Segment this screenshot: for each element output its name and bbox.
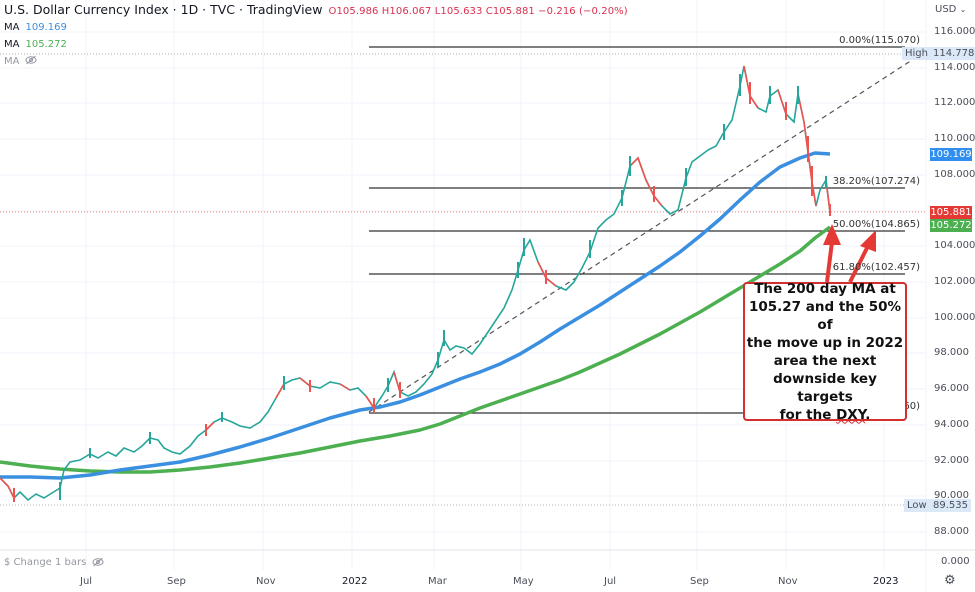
- low-label-tag: Low: [904, 499, 930, 512]
- fib-label-50: 50.00%(104.865): [832, 219, 920, 230]
- price-axis-label: 114.000: [934, 62, 975, 73]
- eye-off-icon[interactable]: [25, 55, 37, 68]
- time-axis-label: Sep: [690, 576, 709, 587]
- fib-label-100: 660): [897, 401, 920, 412]
- indicator-label: MA: [4, 56, 20, 67]
- time-axis-label: May: [513, 576, 534, 587]
- fib-label-38: 38.20%(107.274): [832, 176, 920, 187]
- currency-label: USD: [935, 4, 957, 15]
- gear-icon[interactable]: ⚙: [944, 573, 956, 588]
- price-axis-label: 110.000: [934, 133, 975, 144]
- fib-label-0: 0.00%(115.070): [839, 35, 920, 46]
- time-axis-label: 2023: [873, 576, 899, 587]
- change-indicator-legend[interactable]: $ Change 1 bars: [4, 557, 104, 570]
- eye-off-icon[interactable]: [92, 557, 104, 570]
- chevron-down-icon: ⌄: [959, 5, 967, 14]
- indicator-value: 109.169: [25, 22, 67, 33]
- price-axis-label: 0.000: [941, 556, 970, 567]
- candles: [0, 65, 831, 502]
- indicator-ma-200[interactable]: MA 105.272: [4, 38, 628, 51]
- time-axis-label: 2022: [342, 576, 368, 587]
- high-label-tag: High: [902, 47, 931, 60]
- ma-100-price-tag: 109.169: [930, 148, 972, 161]
- price-axis-label: 108.000: [934, 169, 975, 180]
- indicator-label: MA: [4, 22, 20, 33]
- time-axis-label: Nov: [778, 576, 798, 587]
- price-axis-label: 102.000: [934, 276, 975, 287]
- price-axis-label: 94.000: [934, 419, 969, 430]
- price-axis-label: 88.000: [934, 526, 969, 537]
- price-axis-label: 96.000: [934, 383, 969, 394]
- indicator-value: 105.272: [25, 39, 67, 50]
- chart-legend: U.S. Dollar Currency Index · 1D · TVC · …: [4, 2, 628, 68]
- price-axis-label: 92.000: [934, 455, 969, 466]
- fib-lines: [369, 46, 905, 414]
- time-axis-label: Jul: [604, 576, 617, 587]
- annotation-box[interactable]: The 200 day MA at 105.27 and the 50% of …: [743, 280, 907, 423]
- ohlc-values: O105.986 H106.067 L105.633 C105.881 −0.2…: [328, 6, 628, 17]
- time-axis-label: Sep: [167, 576, 186, 587]
- indicator-label: MA: [4, 39, 20, 50]
- high-value-tag: 114.778: [930, 47, 975, 60]
- symbol-title[interactable]: U.S. Dollar Currency Index · 1D · TVC · …: [4, 2, 323, 17]
- currency-selector[interactable]: USD ⌄: [935, 4, 966, 15]
- indicator-ma-100[interactable]: MA 109.169: [4, 21, 628, 34]
- change-indicator-label: $ Change 1 bars: [4, 557, 87, 568]
- low-value-tag: 89.535: [930, 499, 971, 512]
- time-axis-label: Jul: [80, 576, 93, 587]
- last-price-tag: 105.881: [930, 206, 972, 219]
- price-axis-label: 98.000: [934, 347, 969, 358]
- price-axis-label: 104.000: [934, 240, 975, 251]
- time-axis-label: Mar: [428, 576, 447, 587]
- fib-label-61: 61.80%(102.457): [832, 262, 920, 273]
- ma-100-line: [0, 151, 831, 480]
- price-axis-label: 112.000: [934, 97, 975, 108]
- ma-200-price-tag: 105.272: [930, 219, 972, 232]
- time-axis-label: Nov: [256, 576, 276, 587]
- indicator-ma-hidden[interactable]: MA: [4, 55, 628, 68]
- annotation-text: The 200 day MA at 105.27 and the 50% of …: [746, 280, 904, 423]
- price-axis-label: 100.000: [934, 312, 975, 323]
- price-axis-label: 116.000: [934, 26, 975, 37]
- annotation-arrows: [823, 224, 876, 283]
- price-axis-label: 90.000: [934, 490, 969, 501]
- ma-200-line: [0, 225, 832, 474]
